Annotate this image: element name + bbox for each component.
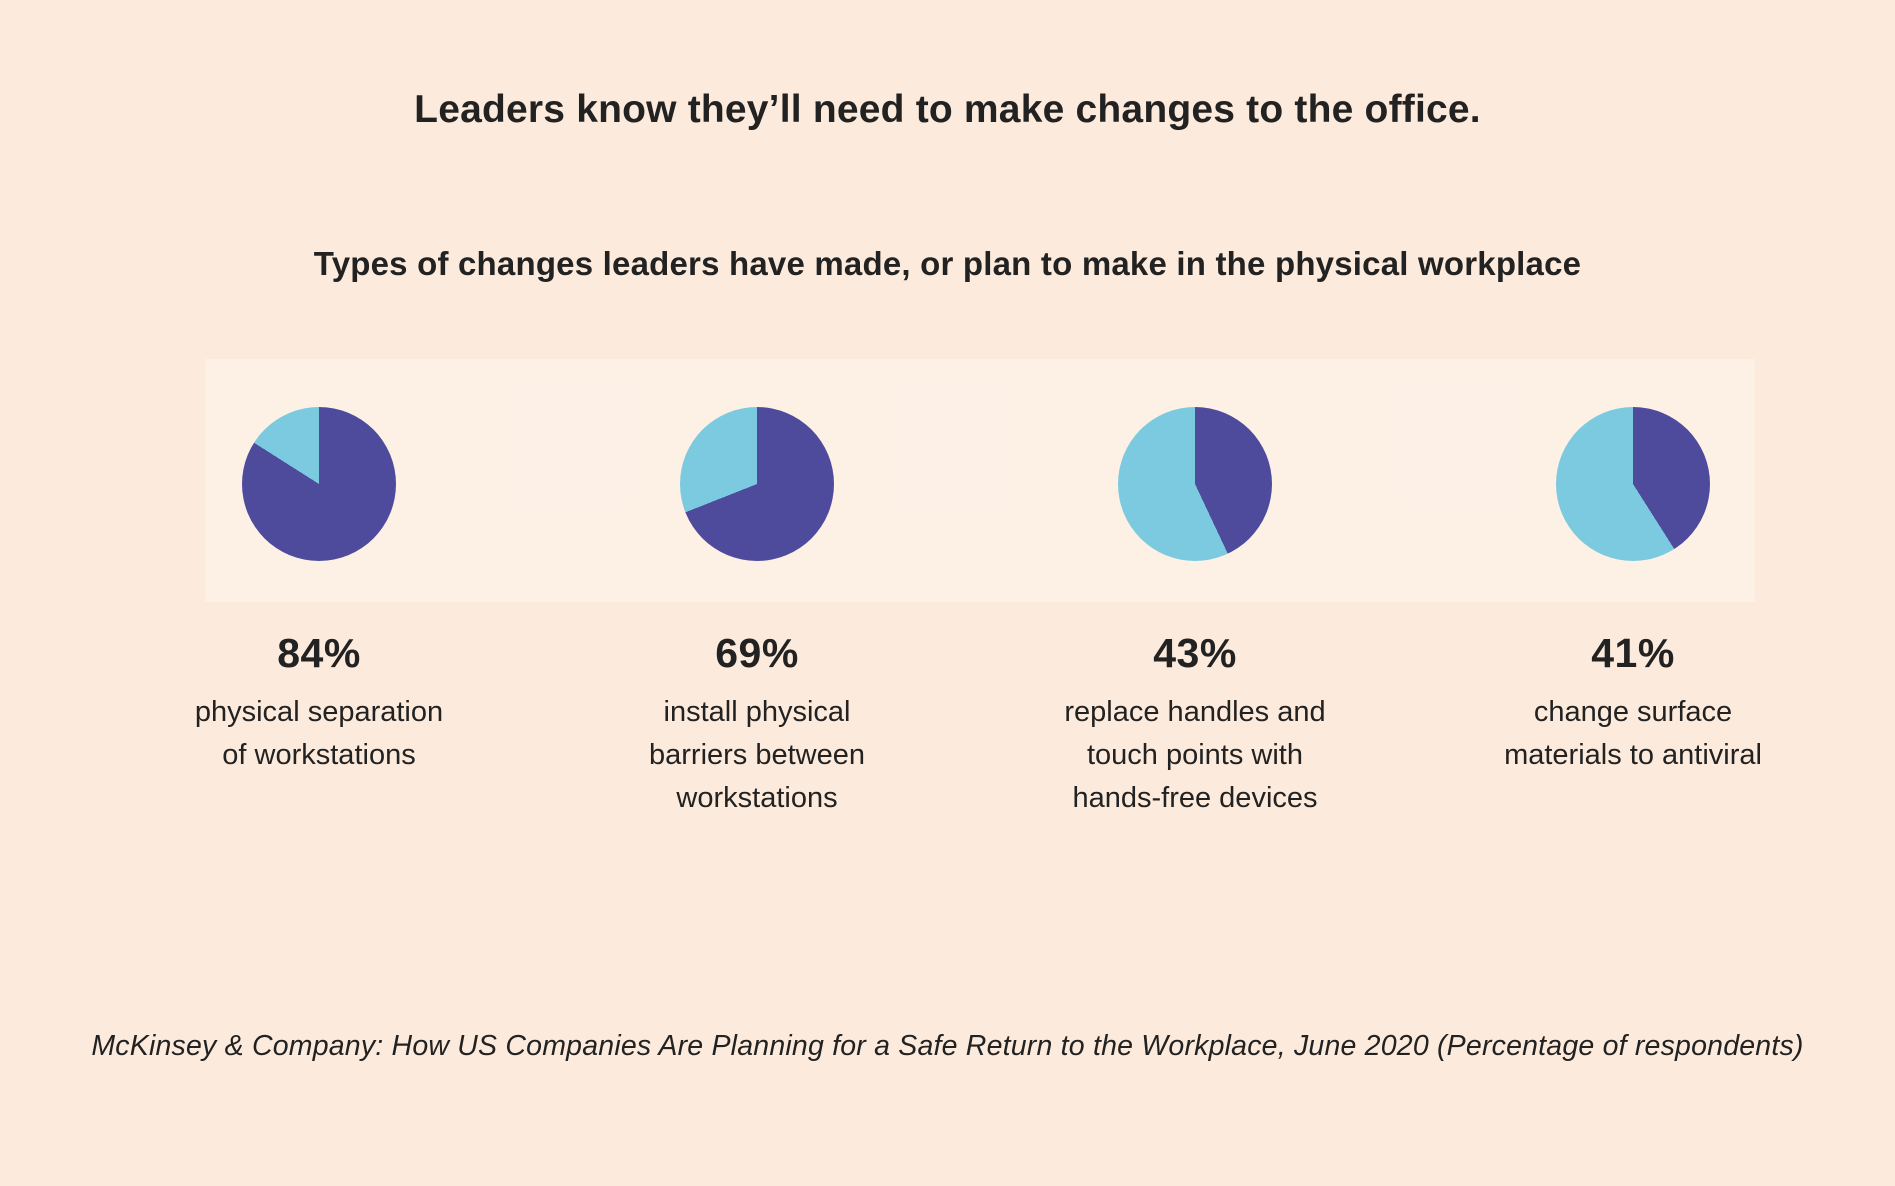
chart-subtitle: Types of changes leaders have made, or p…	[313, 245, 1582, 282]
stat-label-line: materials to antiviral	[1504, 739, 1762, 771]
pie-chart-hands-free-devices	[1118, 407, 1272, 561]
stat-item-physical-barriers: 69% install physical barriers between wo…	[538, 630, 976, 820]
stat-percentage: 43%	[1153, 630, 1237, 676]
stat-label-line: touch points with	[1086, 739, 1303, 771]
pie-chart-physical-separation	[242, 407, 396, 561]
pie-cell	[1414, 407, 1852, 561]
source-citation: McKinsey & Company: How US Companies Are…	[91, 1030, 1804, 1062]
stat-label-line: install physical	[663, 696, 851, 728]
pie-chart-antiviral-surfaces	[1556, 407, 1710, 561]
stat-item-physical-separation: 84% physical separation of workstations	[100, 630, 538, 820]
stat-label-line: hands-free devices	[1072, 782, 1318, 814]
stats-row: 84% physical separation of workstations …	[100, 630, 1852, 820]
pie-charts-row	[100, 407, 1852, 561]
stat-label-line: workstations	[676, 782, 838, 814]
stat-label-line: barriers between	[649, 739, 865, 771]
pie-chart-physical-barriers	[680, 407, 834, 561]
stat-percentage: 84%	[277, 630, 361, 676]
pie-cell	[100, 407, 538, 561]
page-title: Leaders know they’ll need to make change…	[414, 88, 1481, 131]
pie-charts-band	[205, 359, 1755, 602]
pie-cell	[538, 407, 976, 561]
stat-percentage: 41%	[1591, 630, 1675, 676]
stat-label-line: replace handles and	[1064, 696, 1326, 728]
stat-label-line: physical separation	[194, 696, 444, 728]
stat-item-hands-free-devices: 43% replace handles and touch points wit…	[976, 630, 1414, 820]
stat-label-line: change surface	[1533, 696, 1733, 728]
pie-cell	[976, 407, 1414, 561]
stat-percentage: 69%	[715, 630, 799, 676]
stat-label-line: of workstations	[222, 739, 416, 771]
stat-item-antiviral-surfaces: 41% change surface materials to antivira…	[1414, 630, 1852, 820]
